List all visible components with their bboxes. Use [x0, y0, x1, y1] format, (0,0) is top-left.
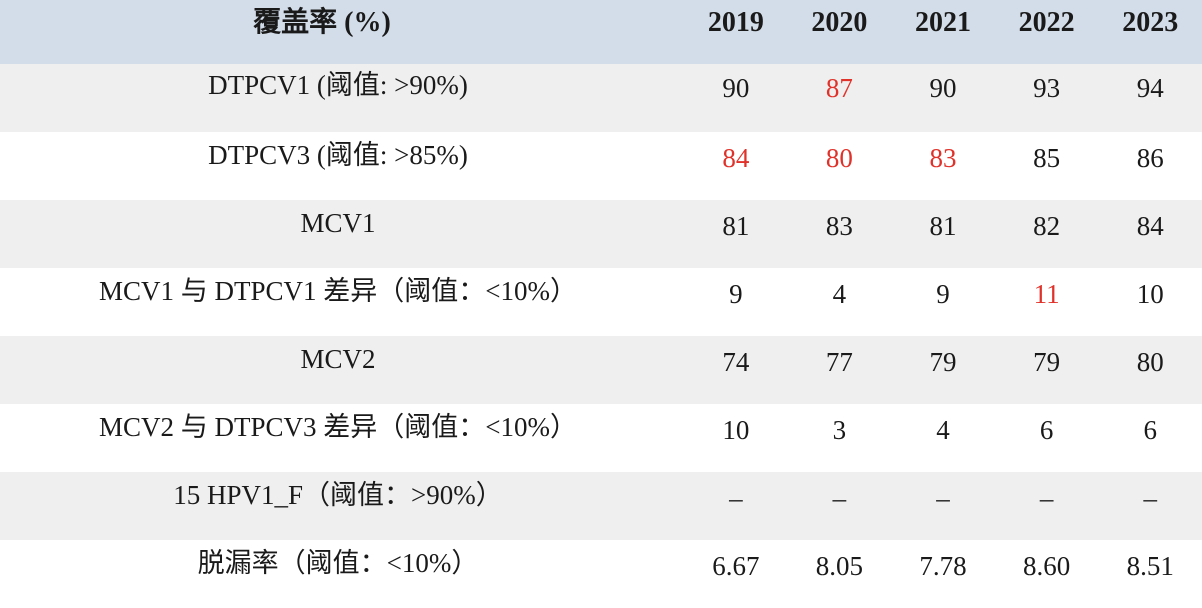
row-value: 94 [1136, 73, 1164, 103]
row-label: MCV1 [300, 208, 376, 238]
row-value: – [729, 483, 743, 513]
row-value: – [832, 483, 847, 513]
row-value: – [1039, 483, 1054, 513]
header-row: 覆盖率 (%) 2019 2020 2021 2022 2023 [0, 0, 1202, 64]
row-value: 6 [1039, 415, 1054, 445]
row-value: 93 [1033, 73, 1061, 103]
row-value: 81 [722, 211, 750, 241]
row-value: 80 [1136, 347, 1164, 377]
row-value: 79 [1033, 347, 1061, 377]
row-value: 77 [825, 347, 853, 377]
table-row: MCV2 与 DTPCV3 差异（阈值：<10%） 10 3 4 6 6 [0, 404, 1202, 472]
row-value: 4 [936, 415, 950, 445]
row-label: MCV1 与 DTPCV1 差异（阈值：<10%） [99, 276, 577, 306]
row-value: 8.60 [1022, 551, 1071, 581]
table-row: 15 HPV1_F（阈值：>90%） – – – – – [0, 472, 1202, 540]
row-value: 84 [1136, 211, 1164, 241]
row-value: 81 [929, 211, 957, 241]
header-year: 2021 [915, 7, 971, 38]
row-label: MCV2 [300, 344, 376, 374]
table-row: MCV2 74 77 79 79 80 [0, 336, 1202, 404]
row-value: 10 [722, 415, 750, 445]
row-value: 11 [1033, 279, 1060, 309]
row-value: 86 [1136, 143, 1164, 173]
row-label: MCV2 与 DTPCV3 差异（阈值：<10%） [99, 412, 577, 442]
row-value: 9 [729, 279, 743, 309]
table-row: DTPCV3 (阈值: >85%) 84 80 83 85 86 [0, 132, 1202, 200]
row-value: – [936, 483, 950, 513]
row-value: 87 [825, 73, 853, 103]
row-value: 79 [929, 347, 957, 377]
row-value: 84 [722, 143, 750, 173]
row-value: 74 [722, 347, 750, 377]
header-label: 覆盖率 (%) [253, 7, 391, 38]
row-value: 90 [722, 73, 750, 103]
row-value: – [1143, 483, 1157, 513]
header-year: 2022 [1018, 7, 1075, 38]
row-value: 9 [936, 279, 950, 309]
table-row: DTPCV1 (阈值: >90%) 90 87 90 93 94 [0, 64, 1202, 132]
row-value: 6.67 [712, 551, 760, 581]
row-value: 90 [929, 73, 957, 103]
table-row: MCV1 81 83 81 82 84 [0, 200, 1202, 268]
table-row: 脱漏率（阈值：<10%） 6.67 8.05 7.78 8.60 8.51 [0, 540, 1202, 608]
row-value: 82 [1033, 211, 1061, 241]
row-value: 83 [929, 143, 957, 173]
row-value: 6 [1143, 415, 1157, 445]
header-year: 2020 [811, 7, 868, 38]
row-value: 83 [825, 211, 853, 241]
row-value: 7.78 [919, 551, 967, 581]
row-label: DTPCV3 (阈值: >85%) [208, 140, 468, 170]
row-label: 脱漏率（阈值：<10%） [197, 548, 479, 578]
table-row: MCV1 与 DTPCV1 差异（阈值：<10%） 9 4 9 11 10 [0, 268, 1202, 336]
row-value: 4 [832, 279, 847, 309]
row-label: DTPCV1 (阈值: >90%) [208, 70, 468, 100]
row-value: 8.05 [815, 551, 864, 581]
header-year: 2019 [707, 7, 764, 38]
row-value: 85 [1033, 143, 1061, 173]
row-value: 8.51 [1126, 551, 1174, 581]
row-value: 10 [1136, 279, 1164, 309]
row-label: 15 HPV1_F（阈值：>90%） [173, 480, 503, 510]
row-value: 3 [832, 415, 847, 445]
row-value: 80 [825, 143, 853, 173]
header-year: 2023 [1122, 7, 1179, 38]
